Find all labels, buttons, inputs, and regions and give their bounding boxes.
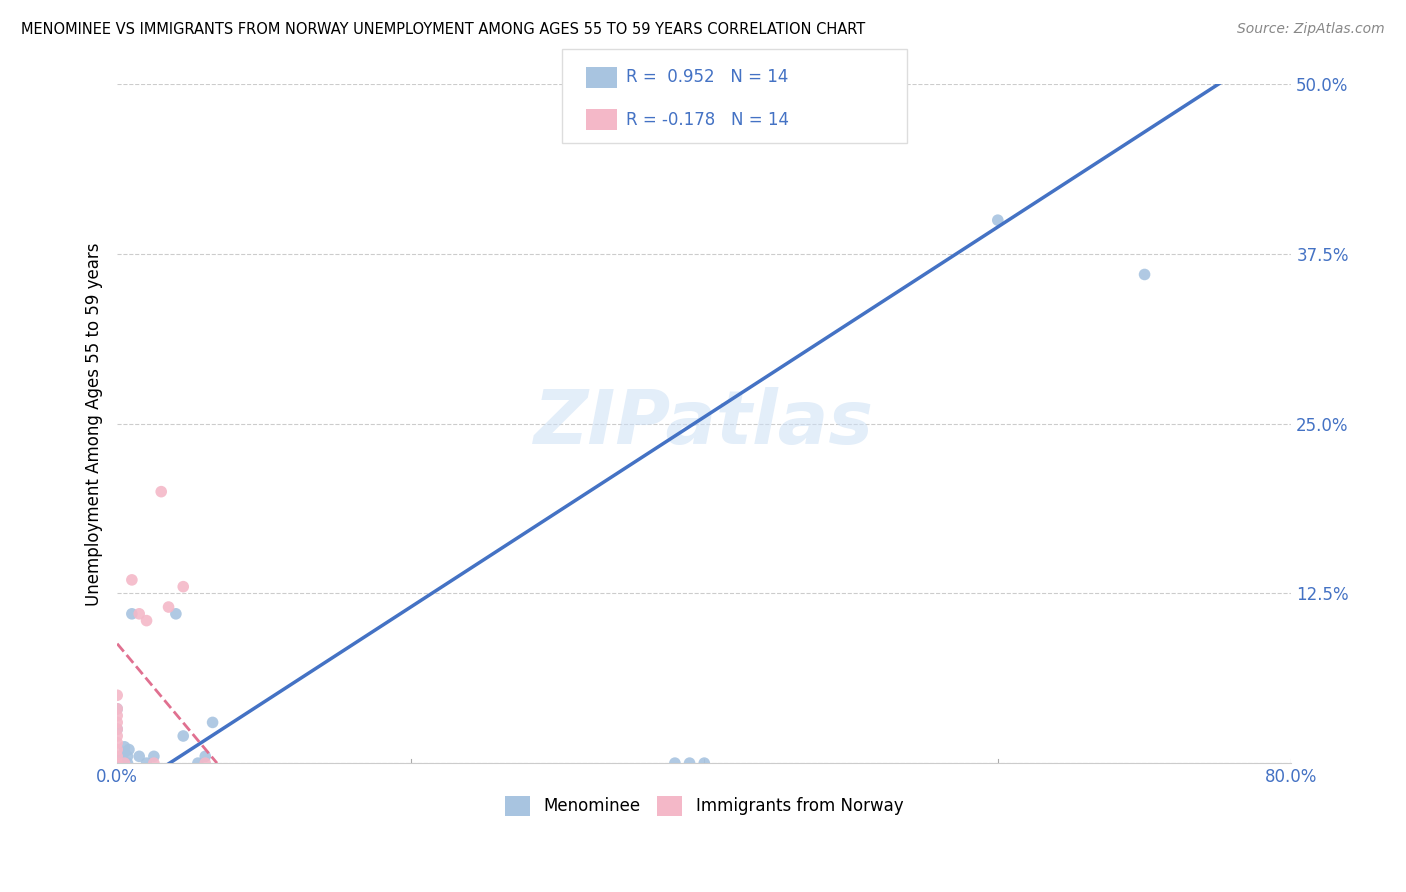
Point: [114, 745, 136, 759]
Point: [105, 715, 128, 730]
Point: [142, 756, 165, 771]
Point: [142, 749, 165, 764]
Point: [157, 600, 180, 615]
Point: [135, 614, 157, 628]
Point: [121, 607, 143, 621]
Point: [172, 729, 194, 743]
Point: [1133, 268, 1156, 282]
Point: [105, 742, 128, 756]
Point: [105, 722, 128, 736]
Text: R =  0.952   N = 14: R = 0.952 N = 14: [626, 69, 787, 87]
Point: [105, 749, 128, 764]
Point: [201, 715, 224, 730]
Point: [172, 580, 194, 594]
Point: [664, 756, 686, 771]
Point: [194, 756, 217, 771]
Point: [693, 756, 716, 771]
Y-axis label: Unemployment Among Ages 55 to 59 years: Unemployment Among Ages 55 to 59 years: [86, 242, 103, 606]
Point: [114, 756, 136, 771]
Point: [150, 484, 173, 499]
Point: [114, 739, 136, 754]
Point: [110, 749, 132, 764]
Point: [187, 756, 209, 771]
Point: [105, 688, 128, 702]
Point: [117, 756, 139, 771]
Legend: Menominee, Immigrants from Norway: Menominee, Immigrants from Norway: [499, 789, 910, 822]
Point: [128, 607, 150, 621]
Point: [165, 607, 187, 621]
Text: ZIPatlas: ZIPatlas: [534, 387, 875, 460]
Point: [105, 756, 128, 771]
Point: [678, 756, 700, 771]
Text: Source: ZipAtlas.com: Source: ZipAtlas.com: [1237, 22, 1385, 37]
Point: [121, 573, 143, 587]
Point: [105, 736, 128, 750]
Text: MENOMINEE VS IMMIGRANTS FROM NORWAY UNEMPLOYMENT AMONG AGES 55 TO 59 YEARS CORRE: MENOMINEE VS IMMIGRANTS FROM NORWAY UNEM…: [21, 22, 865, 37]
Point: [194, 749, 217, 764]
Point: [987, 213, 1010, 227]
Point: [118, 742, 141, 756]
Point: [105, 702, 128, 716]
Point: [105, 702, 128, 716]
Point: [110, 756, 132, 771]
Point: [135, 756, 157, 771]
Point: [128, 749, 150, 764]
Point: [117, 749, 139, 764]
Point: [105, 708, 128, 723]
Point: [105, 729, 128, 743]
Text: R = -0.178   N = 14: R = -0.178 N = 14: [626, 111, 789, 128]
Point: [105, 722, 128, 736]
